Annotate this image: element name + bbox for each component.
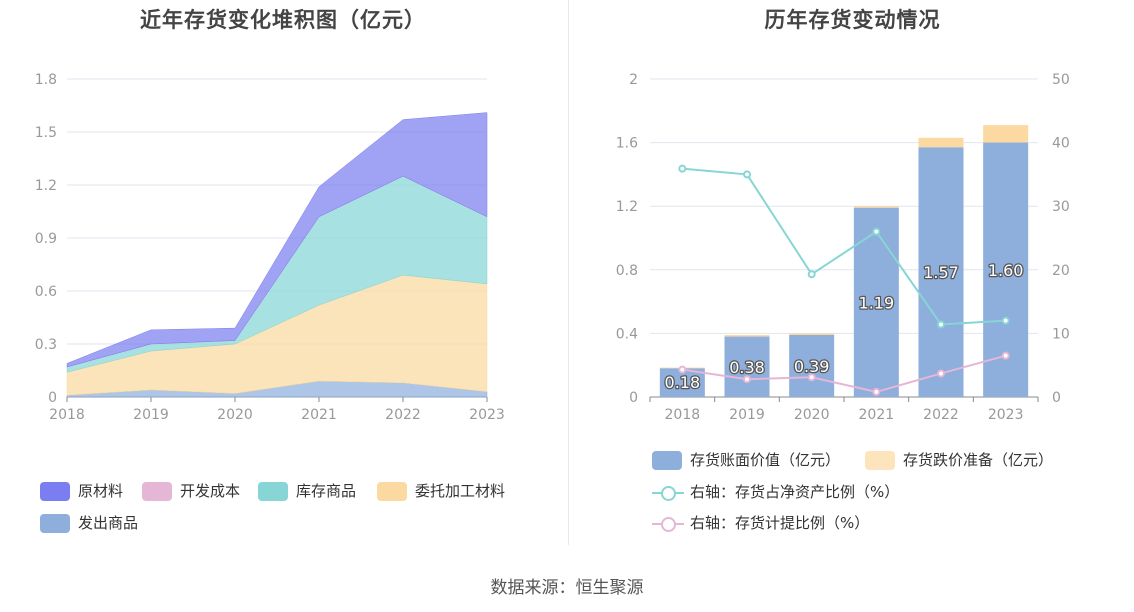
legend-label: 存货跌价准备（亿元）: [903, 451, 1054, 469]
bar-book-value: [918, 147, 964, 397]
bar-data-label: 1.57: [923, 263, 959, 282]
y-right-tick-label: 20: [1052, 263, 1070, 279]
line-point: [937, 320, 945, 329]
legend-item[interactable]: 委托加工材料: [377, 481, 505, 501]
y-right-tick-label: 0: [1052, 390, 1061, 406]
y-tick-label: 1.5: [35, 125, 57, 141]
line-point: [937, 369, 945, 378]
y-tick-label: 0.9: [35, 231, 57, 247]
x-tick-label: 2021: [859, 407, 895, 423]
y-tick-label: 1.8: [35, 72, 57, 88]
x-tick-label: 2020: [794, 407, 830, 423]
legend-label: 委托加工材料: [415, 482, 506, 500]
line-point: [807, 270, 816, 279]
legend-line-marker: [652, 514, 684, 534]
line-point: [872, 227, 881, 236]
line-point: [872, 387, 881, 396]
line-point: [1001, 316, 1010, 325]
legend-item[interactable]: 右轴：存货计提比例（%）: [652, 513, 869, 533]
y-right-tick-label: 40: [1052, 136, 1070, 152]
x-tick-label: 2021: [301, 407, 337, 423]
x-tick-label: 2019: [133, 407, 169, 423]
line-point: [807, 373, 816, 382]
bar-data-label: 1.19: [859, 293, 895, 312]
bar-data-label: 0.18: [665, 373, 701, 392]
y-left-tick-label: 2: [629, 72, 638, 88]
line-右轴：存货占净资产比例（%）: [682, 167, 1006, 326]
y-tick-label: 0.3: [35, 337, 57, 353]
y-left-tick-label: 0.8: [616, 263, 638, 279]
legend-label: 右轴：存货占净资产比例（%）: [690, 483, 900, 501]
stacked-area-chart: 0 0.3 0.6 0.9 1.2 1.5 1.8 2018 2019 2020 2021 2022 2…: [35, 72, 505, 423]
x-tick-label: 2020: [217, 407, 253, 423]
line-point: [743, 170, 751, 179]
legend-swatch: [258, 482, 288, 501]
legend-item[interactable]: 存货跌价准备（亿元）: [865, 450, 1053, 470]
legend-swatch: [377, 482, 407, 501]
bar-book-value: [789, 334, 835, 397]
legend-item[interactable]: 开发成本: [142, 481, 240, 501]
bar-impairment: [853, 206, 899, 208]
legend-label: 存货账面价值（亿元）: [690, 451, 841, 469]
bar-data-label: 0.38: [729, 358, 765, 377]
x-tick-label: 2022: [385, 407, 421, 423]
area-原材料: [66, 112, 488, 368]
legend-label: 原材料: [78, 482, 124, 500]
bar-book-value: [724, 336, 770, 397]
legend-swatch: [865, 451, 895, 470]
line-point: [678, 365, 687, 374]
legend-label: 右轴：存货计提比例（%）: [690, 514, 870, 532]
y-right-tick-label: 50: [1052, 72, 1070, 88]
legend-label: 发出商品: [78, 514, 139, 532]
legend-line-marker: [652, 483, 684, 503]
right-chart-title: 历年存货变动情况: [764, 8, 941, 32]
bar-book-value: [853, 207, 899, 397]
y-tick-label: 0.6: [35, 284, 57, 300]
legend-item[interactable]: 存货账面价值（亿元）: [652, 450, 840, 470]
x-tick-label: 2023: [469, 407, 505, 423]
legend-swatch: [40, 514, 70, 533]
legend-label: 开发成本: [180, 482, 241, 500]
legend-swatch: [652, 451, 682, 470]
x-tick-label: 2019: [729, 407, 765, 423]
legend-swatch: [142, 482, 172, 501]
y-left-tick-label: 0: [629, 390, 638, 406]
bar-impairment: [789, 333, 835, 335]
x-tick-label: 2023: [988, 407, 1024, 423]
y-left-tick-label: 1.2: [616, 199, 638, 215]
y-tick-label: 1.2: [35, 178, 57, 194]
line-point: [678, 164, 687, 173]
y-right-tick-label: 10: [1052, 326, 1070, 342]
y-right-tick-label: 30: [1052, 199, 1070, 215]
inventory-change-panel: 历年存货变动情况 0 0.4 0.8 1.2 1.6 2 0 10 20 30 40 50 2018 20…: [571, 0, 1134, 545]
stacked-area-panel: 近年存货变化堆积图（亿元） 0 0.3 0.6 0.9 1.2 1.5 1.8 2018 201…: [0, 0, 566, 545]
panel-divider: [568, 0, 569, 545]
x-tick-label: 2022: [923, 407, 959, 423]
x-tick-label: 2018: [49, 407, 85, 423]
legend-item[interactable]: 原材料: [40, 481, 123, 501]
line-point: [743, 375, 751, 384]
bar-impairment: [983, 125, 1029, 143]
legend-item[interactable]: 发出商品: [40, 513, 138, 533]
legend-label: 库存商品: [296, 482, 357, 500]
line-右轴：存货计提比例（%）: [682, 354, 1006, 393]
left-chart-title: 近年存货变化堆积图（亿元）: [140, 8, 426, 32]
bar-impairment: [724, 334, 770, 337]
x-tick-label: 2018: [665, 407, 701, 423]
legend-item[interactable]: 右轴：存货占净资产比例（%）: [652, 482, 899, 502]
legend-item[interactable]: 库存商品: [258, 481, 356, 501]
y-tick-label: 0: [48, 390, 57, 406]
line-point: [1001, 351, 1010, 360]
bar-impairment: [918, 137, 964, 148]
bar-data-label: 1.60: [988, 261, 1024, 280]
legend-swatch: [40, 482, 70, 501]
y-left-tick-label: 1.6: [616, 136, 638, 152]
bar-data-label: 0.39: [794, 357, 830, 376]
data-source: 数据来源：恒生聚源: [490, 578, 644, 598]
y-left-tick-label: 0.4: [616, 326, 638, 342]
